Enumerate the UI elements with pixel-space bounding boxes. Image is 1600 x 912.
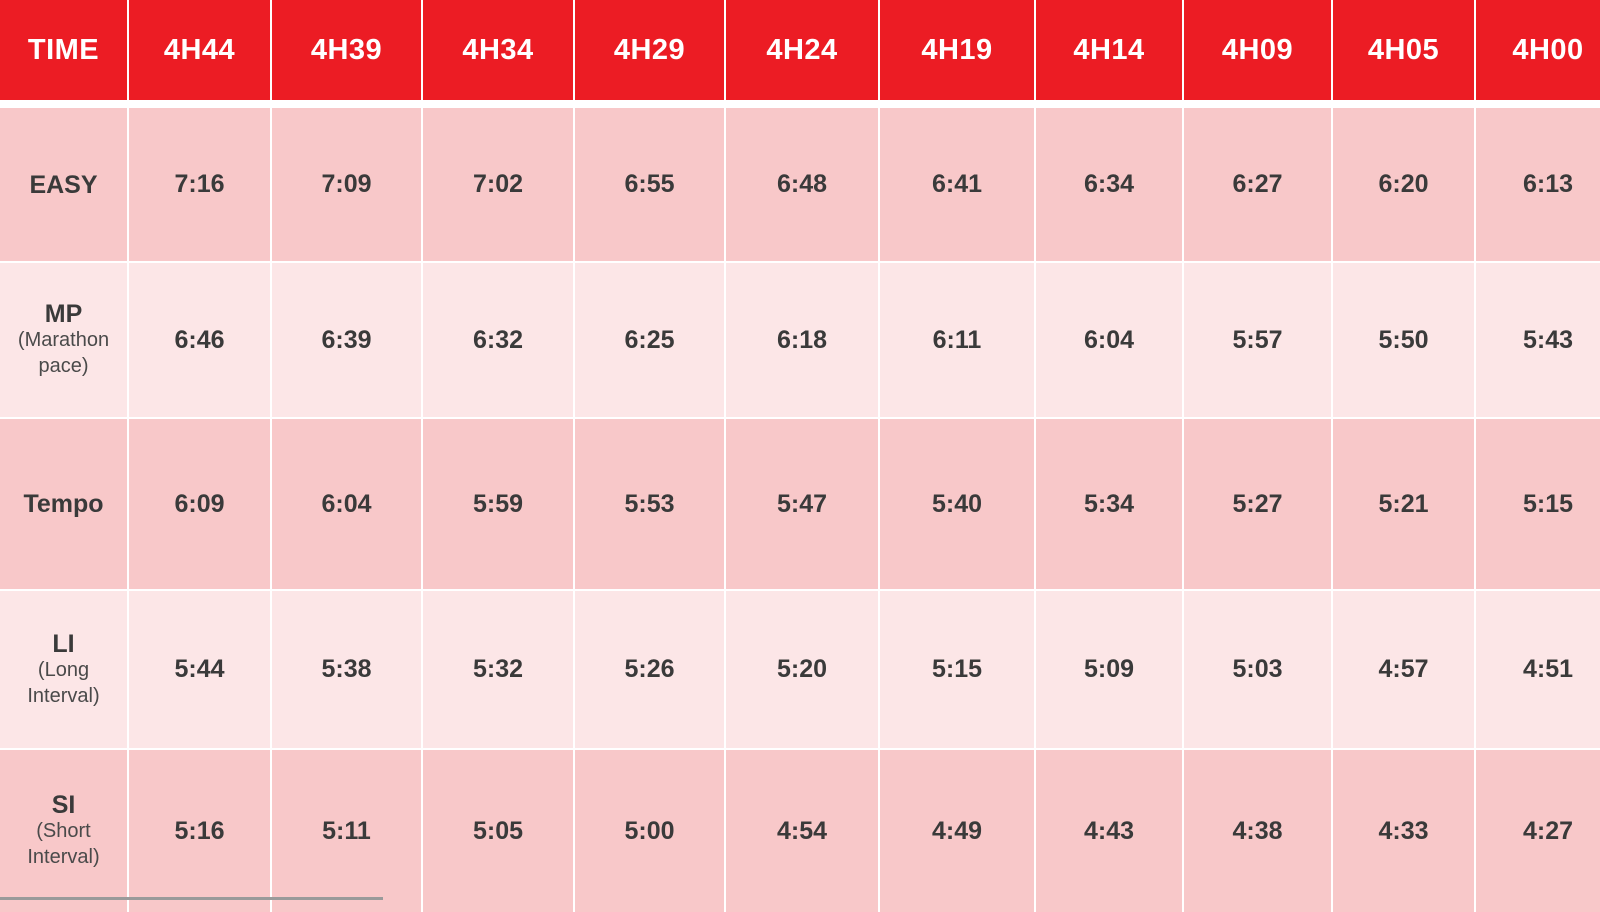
- header-cell-time: TIME: [0, 0, 127, 100]
- table-cell: 6:04: [272, 419, 421, 589]
- table-cell: 6:41: [880, 108, 1034, 261]
- table-cell: 4:51: [1476, 591, 1600, 748]
- table-cell: 6:13: [1476, 108, 1600, 261]
- table-cell: 5:00: [575, 750, 724, 912]
- row-label-mp: MP (Marathon pace): [0, 263, 127, 417]
- table-cell: 5:03: [1184, 591, 1331, 748]
- header-cell-4h34: 4H34: [423, 0, 573, 100]
- table-cell: 5:57: [1184, 263, 1331, 417]
- table-cell: 5:32: [423, 591, 573, 748]
- table-cell: 6:55: [575, 108, 724, 261]
- table-cell: 5:34: [1036, 419, 1182, 589]
- table-cell: 5:40: [880, 419, 1034, 589]
- table-cell: 5:21: [1333, 419, 1474, 589]
- row-label-main: EASY: [29, 170, 98, 199]
- row-label-sub: (Long Interval): [27, 658, 100, 707]
- table-cell: 6:04: [1036, 263, 1182, 417]
- table-cell: 5:27: [1184, 419, 1331, 589]
- table-cell: 5:43: [1476, 263, 1600, 417]
- table-cell: 5:15: [1476, 419, 1600, 589]
- row-label-main: LI: [52, 629, 75, 658]
- row-label-tempo: Tempo: [0, 419, 127, 589]
- table-cell: 6:18: [726, 263, 878, 417]
- header-cell-4h39: 4H39: [272, 0, 421, 100]
- bottom-rule: [0, 897, 383, 900]
- table-cell: 5:16: [129, 750, 270, 912]
- table-cell: 4:38: [1184, 750, 1331, 912]
- row-label-easy: EASY: [0, 108, 127, 261]
- table-cell: 7:09: [272, 108, 421, 261]
- header-cell-4h09: 4H09: [1184, 0, 1331, 100]
- row-label-main: SI: [51, 791, 76, 819]
- row-label-li: LI (Long Interval): [0, 591, 127, 748]
- table-cell: 7:16: [129, 108, 270, 261]
- header-cell-4h44: 4H44: [129, 0, 270, 100]
- table-cell: 4:57: [1333, 591, 1474, 748]
- table-cell: 4:27: [1476, 750, 1600, 912]
- table-cell: 4:33: [1333, 750, 1474, 912]
- table-cell: 5:59: [423, 419, 573, 589]
- header-cell-4h14: 4H14: [1036, 0, 1182, 100]
- table-cell: 5:05: [423, 750, 573, 912]
- table-cell: 6:34: [1036, 108, 1182, 261]
- row-label-main: MP: [44, 300, 83, 328]
- table-cell: 6:32: [423, 263, 573, 417]
- table-cell: 6:27: [1184, 108, 1331, 261]
- table-cell: 4:49: [880, 750, 1034, 912]
- header-cell-4h24: 4H24: [726, 0, 878, 100]
- table-cell: 6:39: [272, 263, 421, 417]
- row-label-main: Tempo: [23, 490, 104, 518]
- header-cell-4h00: 4H00: [1476, 0, 1600, 100]
- row-label-sub: (Short Interval): [27, 820, 100, 868]
- header-cell-4h29: 4H29: [575, 0, 724, 100]
- row-label-si: SI (Short Interval): [0, 750, 127, 912]
- header-cell-4h19: 4H19: [880, 0, 1034, 100]
- header-divider: [0, 102, 1600, 106]
- table-cell: 5:53: [575, 419, 724, 589]
- table-cell: 5:38: [272, 591, 421, 748]
- table-cell: 5:09: [1036, 591, 1182, 748]
- header-cell-4h05: 4H05: [1333, 0, 1474, 100]
- table-cell: 6:09: [129, 419, 270, 589]
- table-cell: 6:20: [1333, 108, 1474, 261]
- table-cell: 7:02: [423, 108, 573, 261]
- table-cell: 6:46: [129, 263, 270, 417]
- table-cell: 5:44: [129, 591, 270, 748]
- table-cell: 6:48: [726, 108, 878, 261]
- table-cell: 5:50: [1333, 263, 1474, 417]
- table-cell: 5:26: [575, 591, 724, 748]
- table-cell: 4:43: [1036, 750, 1182, 912]
- row-label-sub: (Marathon pace): [17, 329, 110, 377]
- table-cell: 6:25: [575, 263, 724, 417]
- table-cell: 5:15: [880, 591, 1034, 748]
- table-cell: 5:11: [272, 750, 421, 912]
- table-cell: 5:20: [726, 591, 878, 748]
- table-cell: 6:11: [880, 263, 1034, 417]
- table-cell: 4:54: [726, 750, 878, 912]
- table-cell: 5:47: [726, 419, 878, 589]
